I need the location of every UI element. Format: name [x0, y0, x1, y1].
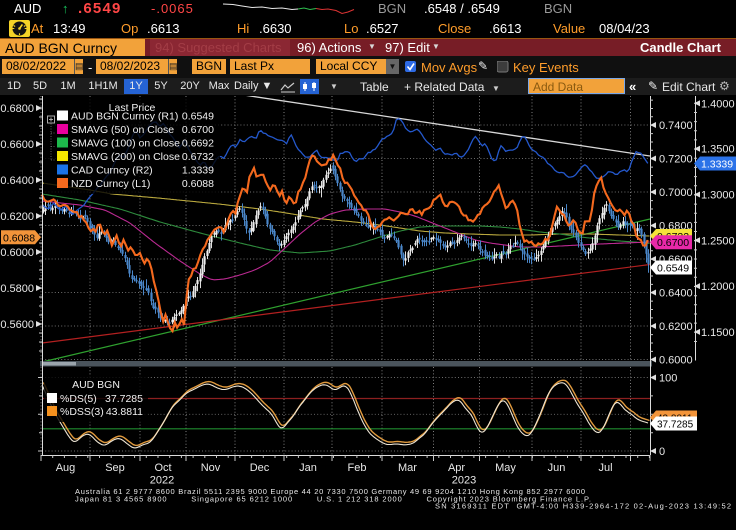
svg-text:SMAVG (50) on Close: SMAVG (50) on Close — [71, 124, 174, 136]
svg-text:0: 0 — [659, 446, 665, 458]
svg-text:Jul: Jul — [598, 462, 612, 474]
svg-text:1.3000: 1.3000 — [701, 190, 735, 202]
svg-text:SMAVG (100) on Close: SMAVG (100) on Close — [71, 138, 180, 150]
svg-text:0.6088: 0.6088 — [182, 178, 214, 190]
svg-text:0.6200: 0.6200 — [659, 321, 693, 333]
svg-text:0.6400: 0.6400 — [0, 175, 34, 187]
svg-text:2023: 2023 — [452, 475, 476, 487]
svg-text:1.3339: 1.3339 — [182, 165, 214, 177]
svg-text:Oct: Oct — [154, 462, 171, 474]
svg-text:0.6700: 0.6700 — [182, 124, 214, 136]
svg-text:Mar: Mar — [398, 462, 417, 474]
svg-text:Jun: Jun — [548, 462, 566, 474]
svg-text:Feb: Feb — [348, 462, 367, 474]
svg-text:NZD Curncy (L1): NZD Curncy (L1) — [71, 178, 150, 190]
svg-text:0.6000: 0.6000 — [0, 247, 34, 259]
svg-text:1.2500: 1.2500 — [701, 235, 735, 247]
svg-text:100: 100 — [659, 373, 677, 385]
svg-text:0.6088: 0.6088 — [3, 232, 35, 244]
svg-text:0.6692: 0.6692 — [182, 138, 214, 150]
svg-text:%DSS(3): %DSS(3) — [60, 406, 104, 418]
svg-text:0.7400: 0.7400 — [659, 120, 693, 132]
svg-text:0.6200: 0.6200 — [0, 211, 34, 223]
svg-text:1.3500: 1.3500 — [701, 144, 735, 156]
svg-text:0.5600: 0.5600 — [0, 319, 34, 331]
svg-text:0.7200: 0.7200 — [659, 154, 693, 166]
svg-text:0.6000: 0.6000 — [659, 355, 693, 367]
svg-text:0.6700: 0.6700 — [657, 237, 689, 249]
svg-text:1.4000: 1.4000 — [701, 98, 735, 110]
svg-text:AUD BGN Curncy (R1): AUD BGN Curncy (R1) — [71, 111, 178, 123]
svg-text:0.6600: 0.6600 — [0, 139, 34, 151]
svg-text:Japan 81 3 4565 8900 Si: Japan 81 3 4565 8900 Singapore 65 6212 1… — [75, 495, 591, 504]
svg-text:0.7000: 0.7000 — [659, 187, 693, 199]
svg-text:0.5800: 0.5800 — [0, 283, 34, 295]
svg-text:May: May — [495, 462, 516, 474]
svg-text:2022: 2022 — [150, 475, 174, 487]
svg-text:1.1500: 1.1500 — [701, 327, 735, 339]
svg-text:Aug: Aug — [56, 462, 76, 474]
svg-text:Nov: Nov — [201, 462, 221, 474]
svg-text:0.6732: 0.6732 — [182, 151, 214, 163]
svg-text:37.7285: 37.7285 — [657, 420, 694, 431]
svg-text:0.6400: 0.6400 — [659, 288, 693, 300]
svg-text:Australia 61 2 9777 8600 Brazi: Australia 61 2 9777 8600 Brazil 5511 239… — [75, 487, 585, 496]
svg-text:Dec: Dec — [250, 462, 270, 474]
svg-text:AUD BGN: AUD BGN — [72, 379, 120, 391]
svg-text:43.8811: 43.8811 — [106, 406, 143, 418]
svg-text:%DS(5): %DS(5) — [60, 393, 97, 405]
svg-text:1.3339: 1.3339 — [701, 159, 733, 171]
svg-text:Last Price: Last Price — [109, 102, 156, 114]
svg-text:Apr: Apr — [448, 462, 465, 474]
svg-text:0.6800: 0.6800 — [0, 103, 34, 115]
svg-text:1.2000: 1.2000 — [701, 281, 735, 293]
svg-text:Sep: Sep — [105, 462, 125, 474]
svg-text:SMAVG (200) on Close: SMAVG (200) on Close — [71, 151, 180, 163]
svg-text:0.6549: 0.6549 — [657, 263, 689, 275]
svg-text:37.7285: 37.7285 — [105, 393, 143, 405]
svg-text:CAD Curncy (R2): CAD Curncy (R2) — [71, 165, 153, 177]
svg-text:0.6549: 0.6549 — [182, 111, 214, 123]
svg-text:Jan: Jan — [299, 462, 317, 474]
svg-text:SN 3169311 EDT GMT-4:00 H339-: SN 3169311 EDT GMT-4:00 H339-2964-172 02… — [435, 502, 731, 511]
